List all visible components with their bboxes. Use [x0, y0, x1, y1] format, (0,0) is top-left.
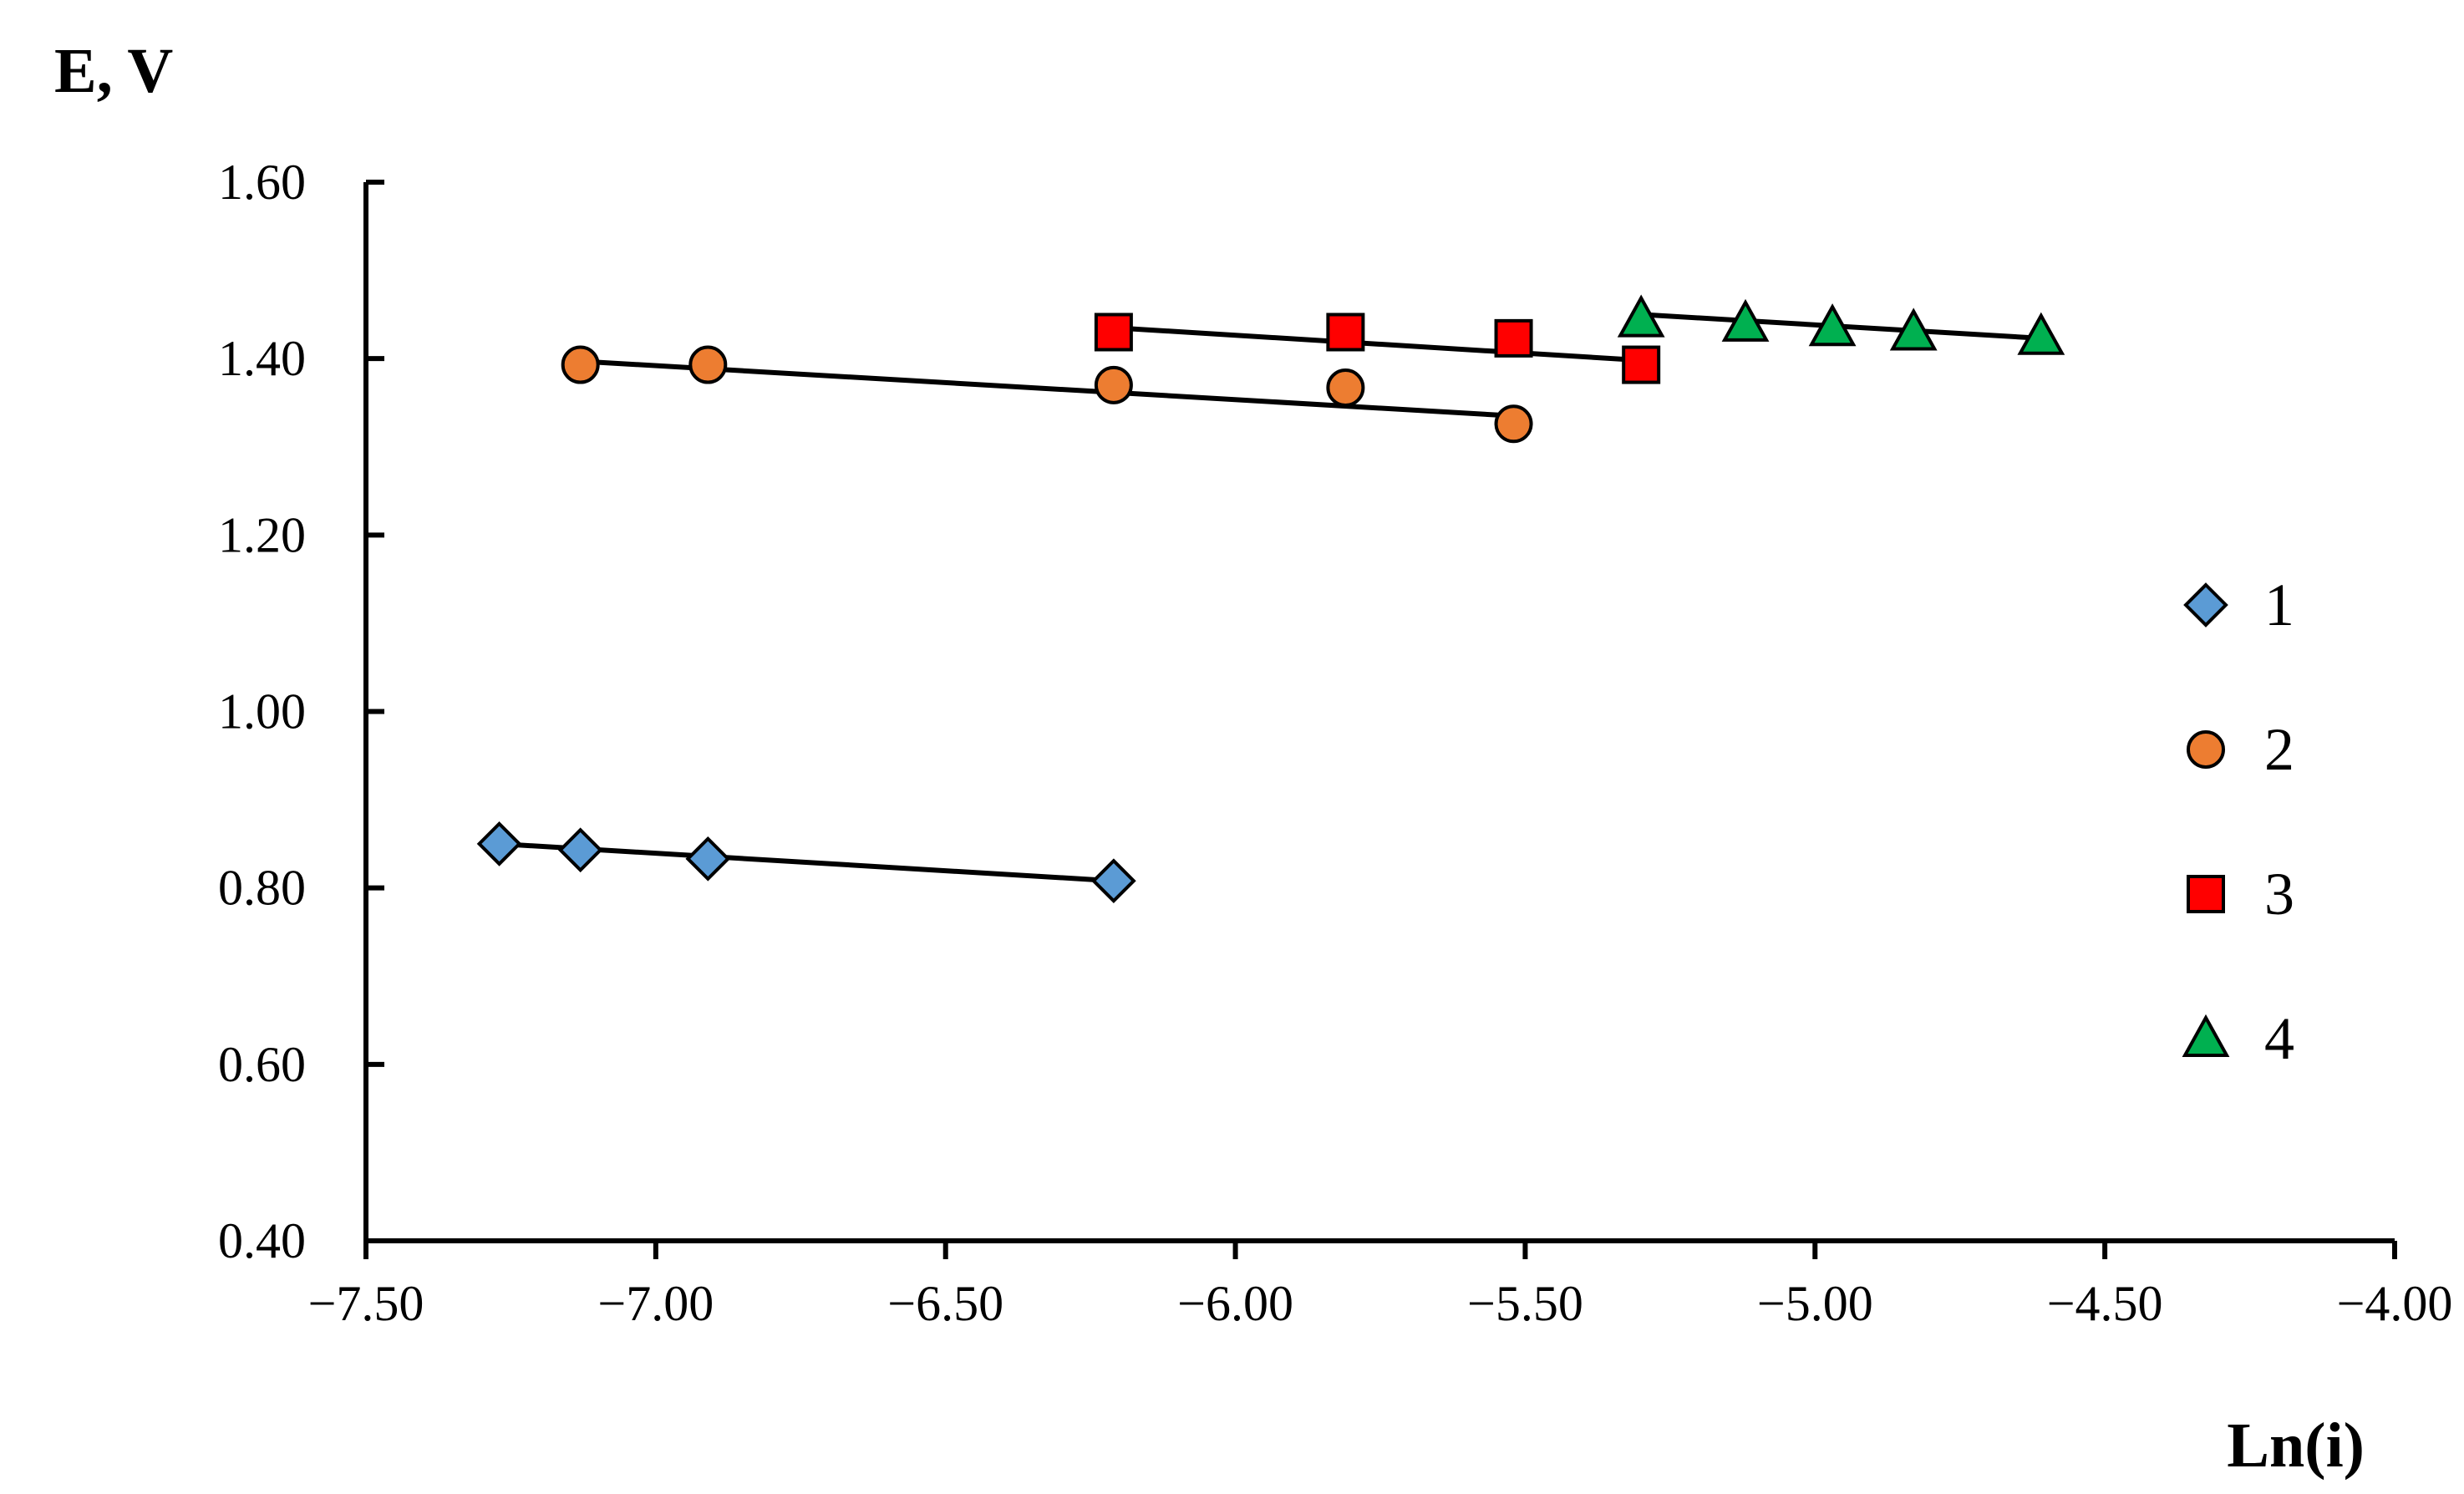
- y-tick-label: 1.00: [218, 684, 306, 739]
- data-point-series-1: [1091, 858, 1136, 904]
- y-axis-title: E, V: [54, 36, 173, 106]
- legend-label: 3: [2264, 861, 2294, 927]
- legend-marker-series-2: [2187, 730, 2225, 769]
- data-point-series-3: [1622, 345, 1661, 384]
- data-point-series-1: [476, 821, 522, 866]
- x-tick-label: −7.50: [308, 1276, 424, 1331]
- x-tick-label: −6.50: [887, 1276, 1003, 1331]
- data-point-series-4: [2017, 312, 2065, 355]
- data-point-series-4: [1721, 298, 1770, 342]
- trendlines: [499, 312, 2042, 884]
- trendline-series-3: [1113, 325, 1642, 363]
- data-point-series-3: [1094, 313, 1133, 352]
- legend-marker-series-1: [2183, 582, 2228, 628]
- x-axis-ticks: −7.50 −7.00 −6.50 −6.00 −5.50 −5.00 −4.50 −4.00: [308, 1241, 2453, 1331]
- legend-marker-series-4: [2182, 1014, 2230, 1057]
- data-point-series-3: [1326, 313, 1365, 352]
- x-axis-title: Ln(i): [2227, 1410, 2365, 1481]
- y-tick-label: 1.40: [218, 331, 306, 386]
- trendline-series-2: [580, 358, 1514, 419]
- legend-label: 4: [2264, 1005, 2294, 1072]
- data-points: [476, 294, 2065, 904]
- data-point-series-4: [1889, 307, 1938, 351]
- data-point-series-2: [561, 345, 600, 384]
- data-point-series-3: [1494, 318, 1533, 358]
- legend: 1 2 3 4: [2182, 572, 2294, 1072]
- y-tick-label: 0.40: [218, 1213, 306, 1268]
- axes: [363, 182, 2395, 1243]
- x-tick-label: −5.00: [1757, 1276, 1873, 1331]
- data-point-series-2: [1326, 368, 1365, 408]
- x-tick-label: −5.50: [1467, 1276, 1583, 1331]
- data-point-series-1: [685, 836, 731, 882]
- x-tick-label: −4.00: [2337, 1276, 2453, 1331]
- data-point-series-4: [1617, 294, 1665, 338]
- legend-label: 1: [2264, 572, 2294, 638]
- y-tick-label: 1.60: [218, 155, 306, 210]
- legend-marker-series-3: [2187, 875, 2225, 913]
- data-point-series-2: [1094, 365, 1133, 404]
- x-tick-label: −7.00: [597, 1276, 714, 1331]
- data-point-series-2: [688, 345, 728, 384]
- x-tick-label: −6.00: [1177, 1276, 1293, 1331]
- y-tick-label: 0.60: [218, 1037, 306, 1092]
- legend-label: 2: [2264, 716, 2294, 783]
- y-axis-ticks: 0.40 0.60 0.80 1.00 1.20 1.40 1.60: [218, 155, 384, 1268]
- y-tick-label: 0.80: [218, 861, 306, 916]
- data-point-series-4: [1808, 303, 1857, 347]
- data-point-series-2: [1494, 404, 1533, 444]
- data-point-series-1: [557, 827, 603, 873]
- y-tick-label: 1.20: [218, 507, 306, 562]
- x-tick-label: −4.50: [2047, 1276, 2163, 1331]
